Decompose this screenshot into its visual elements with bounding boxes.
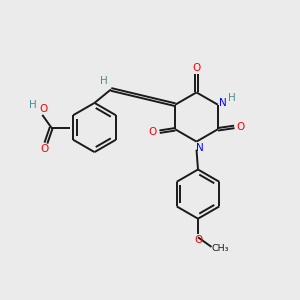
Text: O: O bbox=[237, 122, 245, 132]
Text: H: H bbox=[29, 100, 37, 110]
Text: O: O bbox=[40, 144, 49, 154]
Text: O: O bbox=[194, 235, 203, 245]
Text: O: O bbox=[149, 127, 157, 137]
Text: CH₃: CH₃ bbox=[212, 244, 229, 253]
Text: N: N bbox=[219, 98, 227, 108]
Text: O: O bbox=[40, 104, 48, 114]
Text: H: H bbox=[100, 76, 107, 86]
Text: H: H bbox=[228, 93, 236, 103]
Text: O: O bbox=[192, 63, 201, 73]
Text: N: N bbox=[196, 143, 203, 153]
